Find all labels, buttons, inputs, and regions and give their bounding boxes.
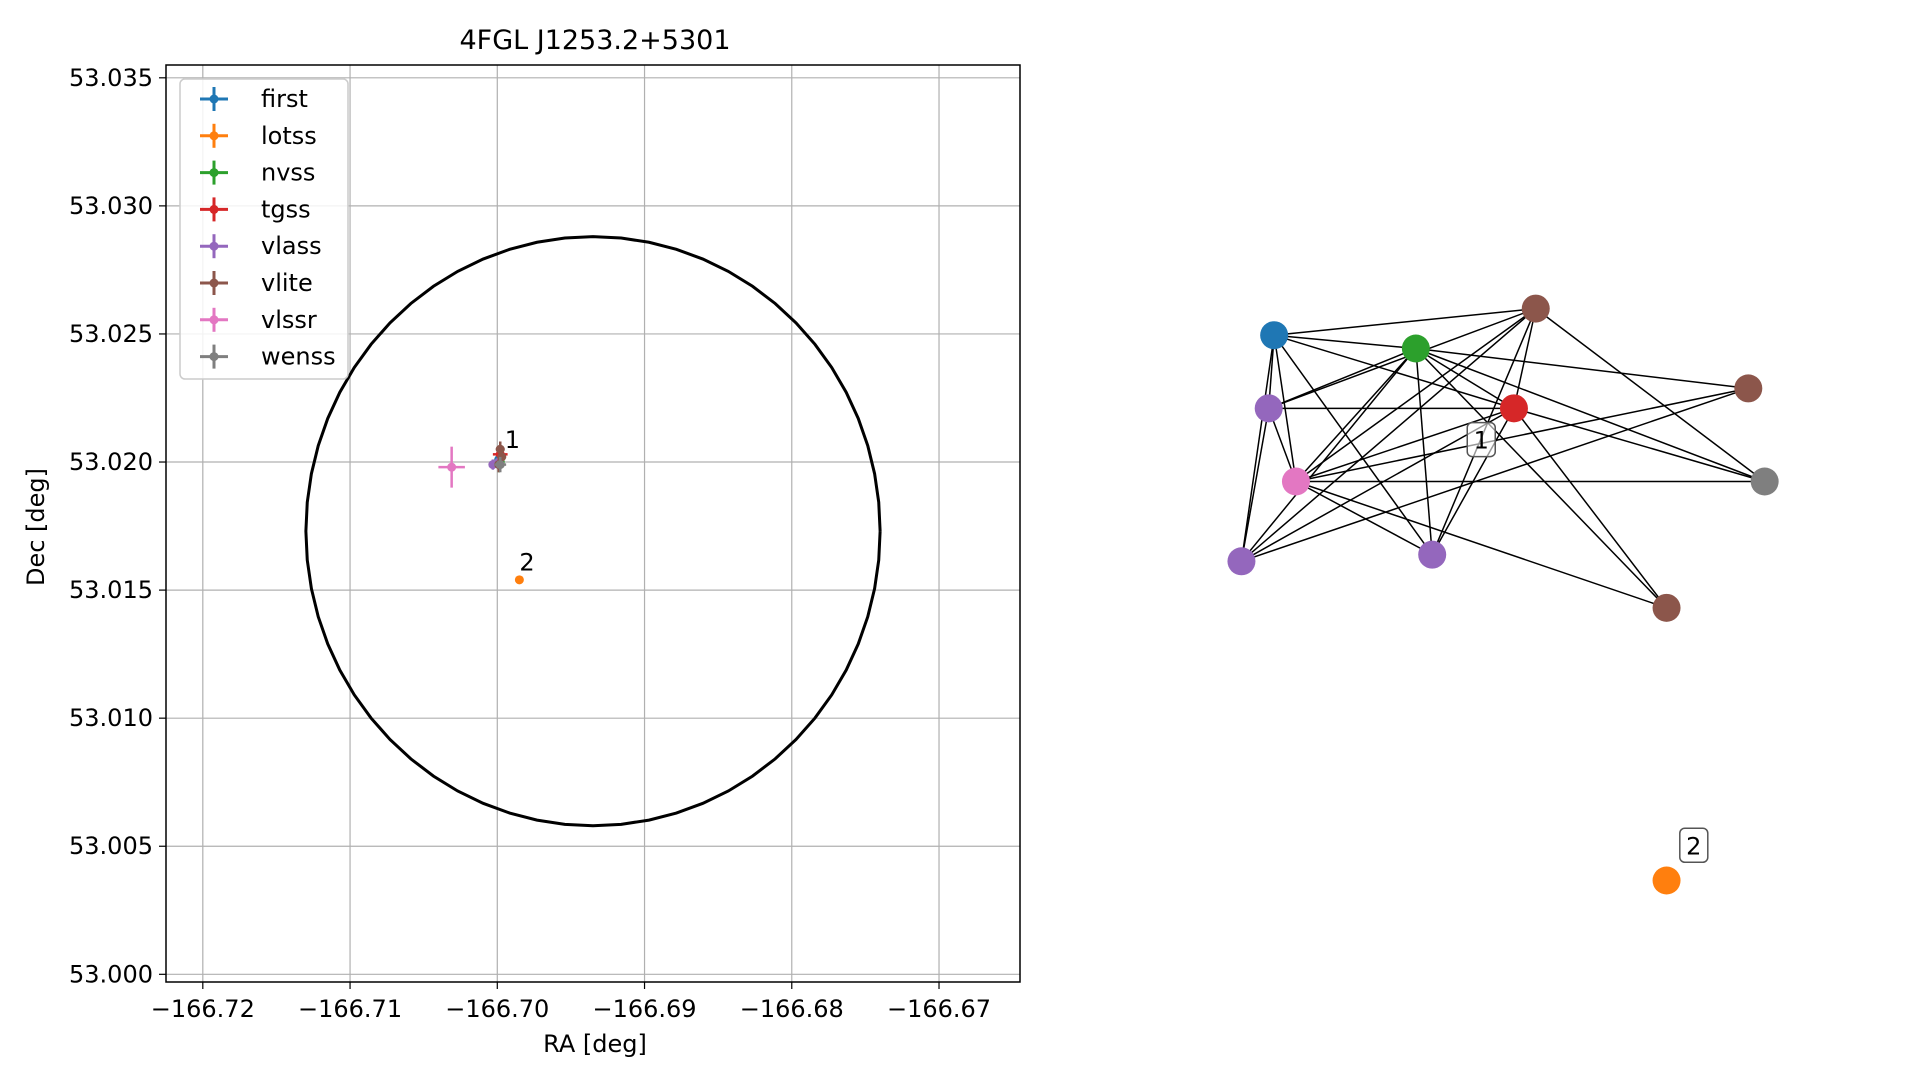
legend-entry-vlssr: vlssr — [200, 306, 317, 334]
graph-node-tgss — [1499, 394, 1528, 423]
graph-edge — [1513, 407, 1765, 483]
svg-text:2: 2 — [1686, 832, 1701, 860]
y-tick-label: 53.020 — [69, 448, 153, 476]
data-points — [438, 441, 524, 585]
legend-label: tgss — [261, 195, 311, 223]
graph-node-wenss — [1750, 467, 1779, 496]
graph-node-vlite_a — [1521, 294, 1550, 323]
graph-node-vlite_b — [1734, 374, 1763, 403]
graph-edge — [1240, 335, 1275, 562]
svg-text:1: 1 — [1474, 427, 1489, 455]
crossmatch-network-graph: 12 — [1227, 294, 1779, 895]
graph-edge — [1274, 334, 1416, 350]
graph-edge — [1273, 334, 1433, 556]
y-tick-label: 53.015 — [69, 576, 153, 604]
graph-labels: 12 — [1466, 421, 1709, 863]
y-axis-label: Dec [deg] — [22, 468, 50, 586]
graph-edge — [1535, 308, 1766, 483]
chart-title: 4FGL J1253.2+5301 — [459, 25, 730, 56]
graph-node-label: 2 — [1679, 827, 1709, 863]
graph-edge — [1241, 387, 1749, 563]
y-tick-label: 53.000 — [69, 960, 153, 988]
graph-node-nvss — [1401, 334, 1430, 363]
legend: first lotss nvss tgss vlass vlite vlssr wenss — [179, 78, 349, 380]
legend-label: first — [261, 85, 308, 113]
legend-entry-lotss: lotss — [200, 122, 317, 150]
legend-entry-tgss: tgss — [200, 195, 311, 223]
graph-edge — [1295, 307, 1537, 483]
point-wenss — [494, 456, 507, 473]
point-lotss — [514, 575, 524, 585]
legend-label: vlssr — [261, 306, 317, 334]
graph-edge — [1240, 308, 1537, 562]
graph-edge — [1295, 480, 1667, 609]
x-tick-label: −166.71 — [298, 995, 402, 1023]
legend-label: vlass — [261, 232, 322, 260]
graph-edge — [1295, 407, 1515, 483]
graph-edge — [1513, 308, 1537, 409]
legend-label: vlite — [261, 269, 313, 297]
x-axis-ticks: −166.72 −166.71 −166.70 −166.69 −166.68 −166.… — [151, 982, 991, 1023]
y-tick-label: 53.030 — [69, 192, 153, 220]
legend-label: wenss — [261, 343, 336, 371]
legend-entry-nvss: nvss — [200, 159, 315, 187]
graph-node-first — [1260, 321, 1289, 350]
graph-node-label: 1 — [1466, 421, 1496, 458]
uncertainty-ellipse — [304, 235, 882, 828]
y-axis-ticks: 53.000 53.005 53.010 53.015 53.020 53.025 53.0… — [69, 64, 166, 988]
y-tick-label: 53.035 — [69, 64, 153, 92]
point-annotations: 12 — [505, 426, 535, 577]
graph-edge — [1415, 347, 1765, 483]
graph-edge — [1415, 348, 1433, 555]
sky-position-chart: 4FGL J1253.2+5301 12 −166.72 −166.71 −166.… — [22, 25, 1021, 1058]
graph-edge — [1513, 407, 1668, 609]
graph-edges — [1240, 307, 1766, 609]
graph-edge — [1295, 480, 1433, 556]
x-tick-label: −166.67 — [887, 995, 991, 1023]
legend-entry-vlass: vlass — [200, 232, 322, 260]
graph-node-lotss — [1652, 866, 1681, 895]
graph-edge — [1295, 347, 1417, 483]
graph-edge — [1295, 387, 1749, 483]
plot-frame — [165, 64, 1021, 983]
y-tick-label: 53.005 — [69, 832, 153, 860]
graph-node-vlite_c — [1652, 593, 1681, 622]
graph-nodes — [1227, 294, 1779, 895]
graph-edge — [1415, 347, 1668, 609]
point-vlssr — [438, 446, 465, 488]
graph-edge — [1240, 408, 1270, 562]
x-tick-label: −166.72 — [151, 995, 255, 1023]
graph-node-vlssr — [1281, 467, 1310, 496]
x-tick-label: −166.70 — [445, 995, 549, 1023]
graph-node-vlass_c — [1418, 540, 1447, 569]
graph-edge — [1268, 307, 1537, 410]
y-tick-label: 53.010 — [69, 704, 153, 732]
legend-entry-vlite: vlite — [200, 269, 313, 297]
graph-edge — [1240, 348, 1417, 562]
x-tick-label: −166.69 — [592, 995, 696, 1023]
localization-ellipse — [304, 235, 882, 828]
x-axis-label: RA [deg] — [543, 1030, 647, 1058]
legend-label: lotss — [261, 122, 317, 150]
graph-node-vlass_b — [1227, 547, 1256, 576]
legend-entry-wenss: wenss — [200, 343, 336, 371]
legend-entry-first: first — [200, 85, 308, 113]
legend-label: nvss — [261, 159, 315, 187]
graph-edge — [1274, 307, 1536, 336]
point-annotation: 2 — [519, 549, 534, 577]
x-tick-label: −166.68 — [740, 995, 844, 1023]
graph-node-vlass_a — [1254, 394, 1283, 423]
graph-edge — [1268, 347, 1417, 410]
point-annotation: 1 — [505, 426, 520, 454]
y-tick-label: 53.025 — [69, 320, 153, 348]
legend-box — [179, 78, 349, 380]
